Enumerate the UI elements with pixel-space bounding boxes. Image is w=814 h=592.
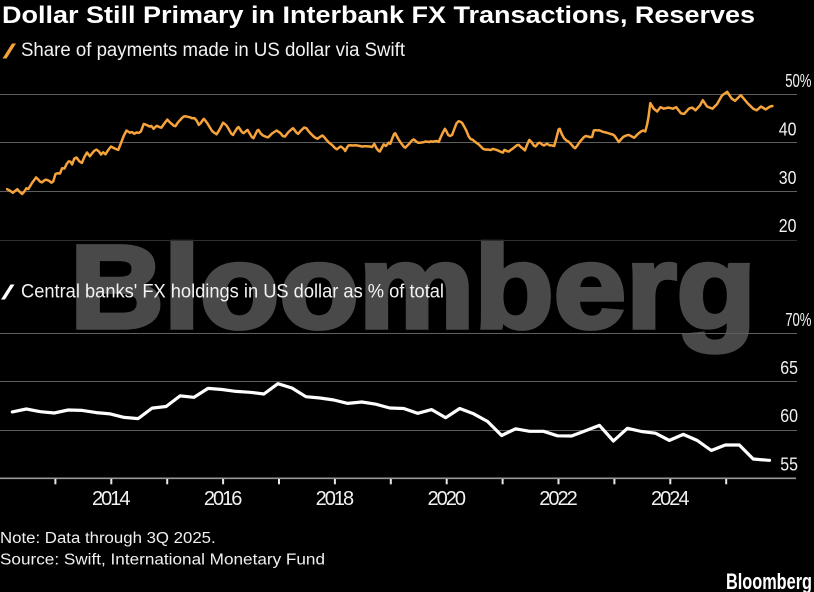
svg-text:Bloomberg: Bloomberg [726,569,812,592]
svg-text:2022: 2022 [539,488,578,510]
svg-text:40: 40 [779,119,797,139]
svg-text:70%: 70% [785,310,811,330]
svg-text:Central banks' FX holdings in: Central banks' FX holdings in US dollar … [21,282,444,303]
svg-text:55: 55 [780,454,798,474]
svg-text:2020: 2020 [427,488,466,510]
svg-text:Note: Data through 3Q 2025.: Note: Data through 3Q 2025. [0,530,216,547]
svg-text:Share of payments made in US d: Share of payments made in US dollar via … [21,40,406,61]
svg-text:2024: 2024 [651,488,690,510]
svg-text:30: 30 [779,168,797,188]
svg-text:2014: 2014 [92,488,131,510]
svg-text:50%: 50% [785,71,811,91]
svg-text:2018: 2018 [316,488,355,510]
svg-text:2016: 2016 [204,488,243,510]
svg-text:65: 65 [780,358,798,378]
svg-text:Source: Swift, International M: Source: Swift, International Monetary Fu… [0,552,325,569]
svg-text:60: 60 [780,406,798,426]
svg-text:20: 20 [779,216,797,236]
svg-text:Dollar Still Primary in Interb: Dollar Still Primary in Interbank FX Tra… [2,2,755,29]
